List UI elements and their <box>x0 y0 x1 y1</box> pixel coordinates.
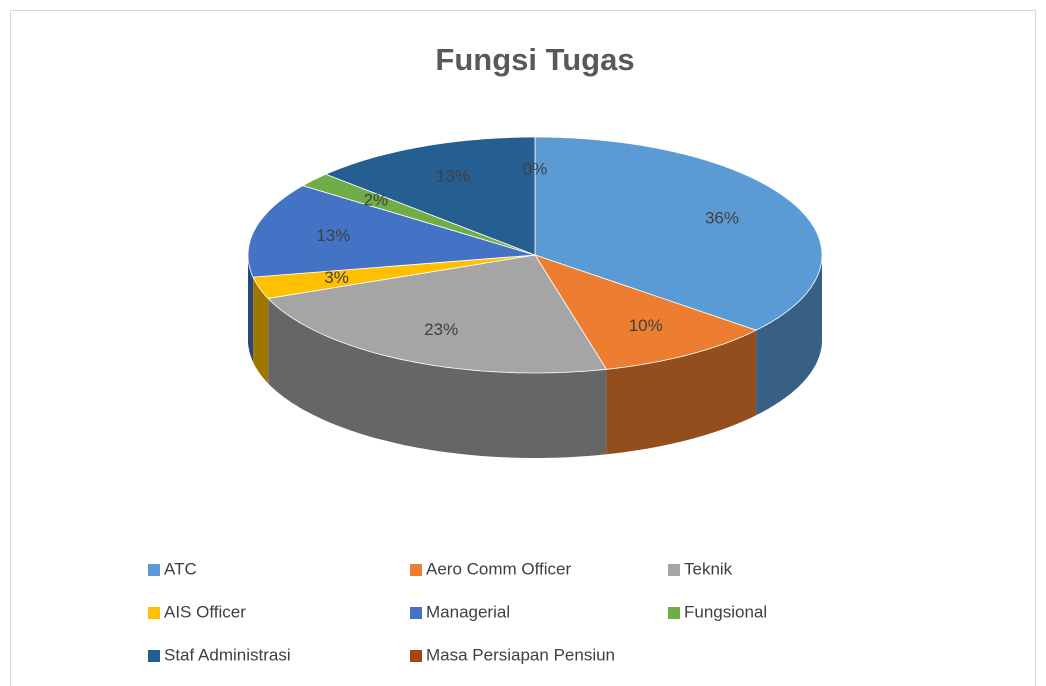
legend-swatch <box>148 564 160 576</box>
slice-side <box>248 255 254 363</box>
data-label: 2% <box>363 190 388 209</box>
legend-swatch <box>148 607 160 619</box>
slice <box>252 254 536 299</box>
slice-side <box>606 330 757 455</box>
legend-label: Staf Administrasi <box>164 645 291 664</box>
data-label: 23% <box>424 320 458 339</box>
legend-swatch <box>410 650 422 662</box>
slice <box>534 136 823 331</box>
data-label: 36% <box>705 208 739 227</box>
slice <box>247 185 536 278</box>
slice-side <box>253 277 269 384</box>
legend-swatch <box>410 564 422 576</box>
legend-label: Fungsional <box>684 602 767 621</box>
legend-label: Masa Persiapan Pensiun <box>426 645 615 664</box>
legend-swatch <box>668 564 680 576</box>
legend-label: Teknik <box>684 559 733 578</box>
legend-label: Managerial <box>426 602 510 621</box>
legend-label: AIS Officer <box>164 602 246 621</box>
slice <box>324 136 536 256</box>
chart-title: Fungsi Tugas <box>435 42 634 77</box>
slice-side <box>268 298 607 458</box>
data-label: 13% <box>316 226 350 245</box>
slice <box>534 254 758 370</box>
data-label: 0% <box>523 160 548 179</box>
data-label: 3% <box>324 268 349 287</box>
legend-swatch <box>410 607 422 619</box>
slice <box>301 173 536 256</box>
legend-swatch <box>148 650 160 662</box>
slice <box>267 254 608 374</box>
legend-label: Aero Comm Officer <box>426 559 572 578</box>
data-label: 13% <box>436 167 470 186</box>
data-label: 10% <box>629 316 663 335</box>
legend-label: ATC <box>164 559 197 578</box>
legend-swatch <box>668 607 680 619</box>
